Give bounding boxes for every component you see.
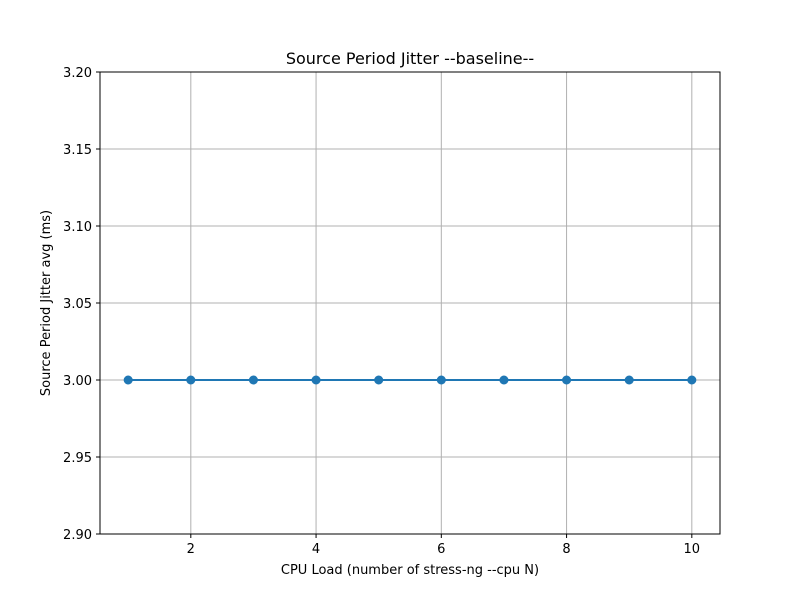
series-layer: [123, 375, 697, 385]
x-axis-label: CPU Load (number of stress-ng --cpu N): [281, 563, 539, 578]
data-point: [624, 375, 634, 385]
y-axis-label: Source Period Jitter avg (ms): [39, 210, 54, 396]
data-point: [436, 375, 446, 385]
x-tick-label: 6: [437, 542, 445, 557]
x-tick-label: 8: [562, 542, 570, 557]
axis-ticks: 2 4 6 8 10 2.90 2.95 3.00 3.05 3.10 3.15 3.20: [63, 66, 700, 557]
y-tick-label: 3.15: [63, 143, 92, 158]
y-tick-label: 3.00: [63, 374, 92, 389]
y-tick-label: 3.20: [63, 66, 92, 81]
data-point: [687, 375, 697, 385]
data-point: [248, 375, 258, 385]
x-tick-label: 2: [187, 542, 195, 557]
data-point: [311, 375, 321, 385]
grid: [100, 71, 720, 535]
y-tick-label: 3.10: [63, 220, 92, 235]
y-tick-label: 2.90: [63, 528, 92, 543]
y-tick-label: 2.95: [63, 451, 92, 466]
data-point: [499, 375, 509, 385]
data-point: [374, 375, 384, 385]
data-point: [562, 375, 572, 385]
x-tick-label: 10: [684, 542, 701, 557]
x-tick-label: 4: [312, 542, 320, 557]
data-point: [123, 375, 133, 385]
chart-title: Source Period Jitter --baseline--: [286, 49, 534, 68]
data-point: [186, 375, 196, 385]
plot-frame: [99, 71, 721, 535]
y-tick-label: 3.05: [63, 297, 92, 312]
